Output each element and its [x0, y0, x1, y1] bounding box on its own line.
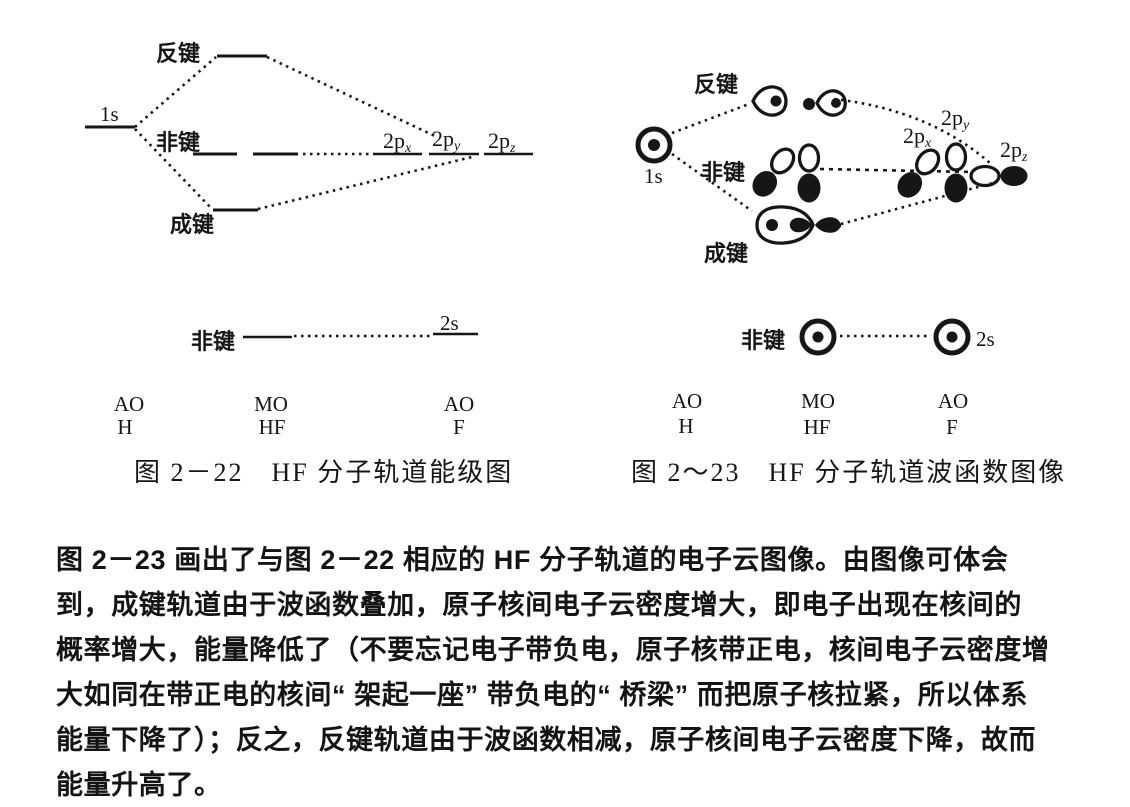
f-2s-label: 2s — [976, 327, 995, 351]
nonbonding-2s-label: 非键 — [191, 329, 235, 354]
connector-bonding-2p — [257, 155, 473, 211]
body-line: 能量下降了）；反之，反键轨道由于波函数相减，原子核间电子云密度下降，故而 — [56, 725, 1037, 755]
f-2px-label: 2px — [383, 128, 412, 156]
col-ao-h-top: AO — [114, 392, 144, 416]
col-mo-hf-bottom: HF — [804, 415, 831, 439]
col-ao-h-bottom: H — [117, 415, 132, 439]
antibonding-label: 反键 — [694, 72, 738, 97]
connector-1s-antibonding — [134, 56, 217, 128]
body-paragraph: 图 2－23 画出了与图 2－22 相应的 HF 分子轨道的电子云图像。由图像可… — [56, 538, 1086, 807]
antibonding-label: 反键 — [156, 41, 200, 66]
connector-1s-bonding — [671, 152, 753, 213]
col-ao-f-bottom: F — [453, 415, 465, 439]
f-2pz-label: 2pz — [488, 128, 516, 156]
connector-1s-antibonding — [671, 102, 750, 135]
body-line: 大如同在带正电的核间“ 架起一座” 带负电的“ 桥梁” 而把原子核拉紧，所以体系 — [56, 680, 1029, 710]
h-1s-nucleus-dot — [648, 139, 660, 151]
f-2pz-orbital-shape — [969, 164, 1028, 188]
body-line: 能量升高了。 — [56, 770, 222, 800]
col-ao-h-top: AO — [672, 389, 702, 413]
nonbonding-label: 非键 — [701, 160, 745, 185]
bonding-orbital-shape — [755, 205, 842, 245]
col-ao-f-bottom: F — [946, 415, 958, 439]
f-2py-label: 2py — [941, 105, 970, 133]
col-ao-f-top: AO — [444, 392, 474, 416]
col-ao-h-bottom: H — [678, 414, 693, 438]
figure-2-23-caption: 图 2～23 HF 分子轨道波函数图像 — [631, 458, 1066, 487]
h-1s-label: 1s — [644, 164, 663, 188]
f-2px-orbital-shape — [897, 148, 941, 198]
f-2py-label: 2py — [432, 126, 461, 154]
connector-antibonding-2p — [266, 55, 438, 139]
f-2px-label: 2px — [903, 123, 932, 151]
mo-2s-nucleus-dot — [812, 331, 824, 343]
figure-2-23-wavefunction-diagram: 1s 反键 非键 — [631, 72, 1066, 487]
body-line: 概率增大，能量降低了（不要忘记电子带负电，原子核带正电，核间电子云密度增 — [56, 635, 1050, 665]
f-2pz-label: 2pz — [1000, 137, 1028, 165]
nonbonding-orbital-shape — [752, 143, 821, 203]
col-mo-hf-bottom: HF — [259, 415, 286, 439]
zhihu-watermark: 知乎 @破冰 — [918, 752, 1099, 787]
nonbonding-2s-label: 非键 — [741, 328, 785, 353]
f-2s-label: 2s — [440, 311, 459, 335]
f-2s-nucleus-dot — [946, 331, 958, 343]
h-1s-label: 1s — [100, 102, 119, 126]
antibonding-orbital-shape — [751, 85, 847, 117]
col-ao-f-top: AO — [938, 389, 968, 413]
connector-nonbonding-2p — [819, 167, 975, 174]
nonbonding-label: 非键 — [156, 130, 200, 155]
connector-bonding-2p — [840, 181, 994, 226]
connector-1s-bonding — [134, 128, 213, 210]
bonding-label: 成键 — [170, 212, 214, 237]
bonding-label: 成键 — [704, 241, 748, 266]
connector-antibonding-2p — [833, 97, 992, 165]
body-line: 图 2－23 画出了与图 2－22 相应的 HF 分子轨道的电子云图像。由图像可… — [56, 545, 1009, 575]
figure-2-22-caption: 图 2－22 HF 分子轨道能级图 — [134, 458, 513, 487]
body-line: 到，成键轨道由于波函数叠加，原子核间电子云密度增大，即电子出现在核间的 — [56, 590, 1022, 620]
col-mo-hf-top: MO — [254, 392, 288, 416]
col-mo-hf-top: MO — [801, 389, 835, 413]
figure-2-22-energy-diagram: 1s 反键 成键 非键 2px 2py 2pz 非键 — [85, 41, 533, 487]
